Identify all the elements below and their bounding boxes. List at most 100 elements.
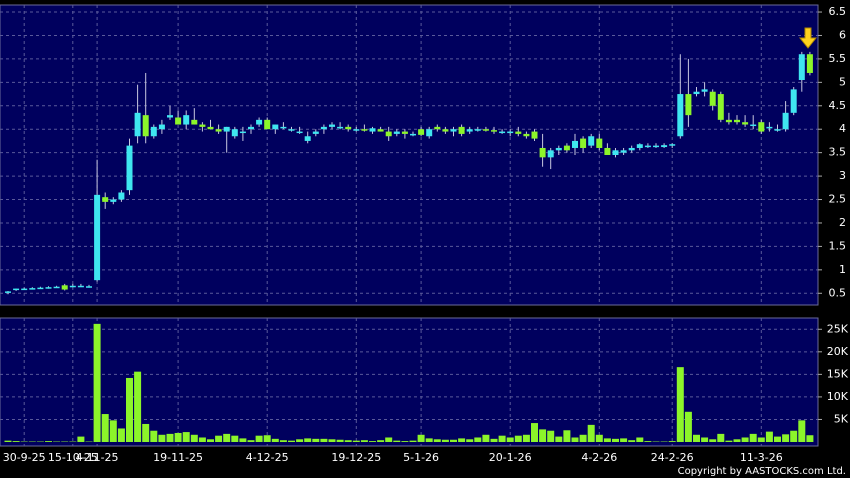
volume-bar xyxy=(725,440,733,442)
candle-body xyxy=(539,147,546,158)
volume-bar xyxy=(782,434,790,442)
volume-bar xyxy=(150,430,158,442)
y-tick-label: 3.5 xyxy=(829,146,847,159)
x-tick-label: 11-3-26 xyxy=(740,451,783,464)
y-tick-label: 25K xyxy=(827,322,849,335)
volume-bar xyxy=(417,434,425,442)
volume-bar xyxy=(579,434,587,442)
candle-body xyxy=(507,131,514,134)
candle-body xyxy=(175,117,182,125)
x-tick-label: 19-12-25 xyxy=(331,451,381,464)
volume-bar xyxy=(352,440,360,442)
candle-body xyxy=(21,288,28,291)
candle-body xyxy=(110,199,117,202)
candle-body xyxy=(491,130,497,132)
volume-bar xyxy=(636,437,644,442)
candle-body xyxy=(482,129,489,131)
volume-bar xyxy=(425,438,433,442)
candle-body xyxy=(418,129,425,135)
candle-body xyxy=(158,124,165,130)
volume-bar xyxy=(255,435,263,442)
candle-body xyxy=(790,89,797,113)
volume-bar xyxy=(757,437,765,442)
candle-body xyxy=(709,91,716,106)
candle-body xyxy=(361,129,368,131)
candle-body xyxy=(53,286,60,289)
candle-body xyxy=(515,131,522,134)
candle-body xyxy=(150,126,157,137)
volume-bar xyxy=(790,430,798,442)
candle-body xyxy=(223,126,230,132)
candle-body xyxy=(61,285,68,290)
volume-bar xyxy=(393,440,401,442)
y-tick-label: 1 xyxy=(839,263,846,276)
candle-body xyxy=(531,131,538,139)
volume-bar xyxy=(174,432,182,442)
volume-bar xyxy=(320,438,328,442)
candle-body xyxy=(523,133,530,137)
volume-bar xyxy=(563,430,571,442)
candle-body xyxy=(725,119,732,123)
candle-body xyxy=(734,119,740,123)
volume-bar xyxy=(522,434,530,442)
volume-bar xyxy=(109,420,117,442)
candle-body xyxy=(636,144,643,148)
x-tick-label: 4-11-25 xyxy=(76,451,119,464)
candle-body xyxy=(434,126,441,130)
candle-body xyxy=(45,287,52,289)
candle-body xyxy=(766,126,773,129)
y-tick-label: 2.5 xyxy=(829,193,847,206)
candle-body xyxy=(499,131,506,134)
y-tick-label: 4 xyxy=(839,122,846,135)
y-tick-label: 5 xyxy=(839,75,846,88)
volume-bar xyxy=(263,435,271,442)
volume-bar xyxy=(595,434,603,442)
candle-body xyxy=(231,129,238,137)
candle-body xyxy=(29,288,36,290)
volume-bar xyxy=(684,411,692,442)
candle-body xyxy=(685,94,692,116)
volume-bar xyxy=(668,441,676,442)
volume-bar xyxy=(198,437,206,442)
candle-body xyxy=(450,129,457,132)
volume-bar xyxy=(239,438,247,442)
volume-bar xyxy=(409,440,417,442)
volume-bar xyxy=(401,441,409,442)
volume-bar xyxy=(377,440,385,442)
volume-bar xyxy=(4,440,12,442)
volume-bar xyxy=(385,437,393,442)
candle-body xyxy=(353,129,360,131)
volume-bar xyxy=(77,436,85,442)
candle-body xyxy=(296,131,303,134)
candle-body xyxy=(37,287,44,290)
candle-body xyxy=(798,54,805,80)
candle-body xyxy=(782,112,789,130)
volume-bar xyxy=(514,435,522,442)
volume-bar xyxy=(142,423,150,442)
candle-body xyxy=(312,131,319,134)
volume-bar xyxy=(531,423,538,442)
volume-bar xyxy=(336,439,344,442)
y-tick-label: 5K xyxy=(834,412,849,425)
x-tick-label: 30-9-25 xyxy=(3,451,46,464)
volume-bar xyxy=(547,430,555,442)
price-panel xyxy=(0,4,819,306)
volume-bar xyxy=(749,433,757,442)
copyright: Copyright by AASTOCKS.com Ltd. xyxy=(678,466,846,477)
y-tick-label: 5.5 xyxy=(829,52,847,65)
volume-bar xyxy=(312,438,320,442)
candle-body xyxy=(142,115,149,137)
volume-bar xyxy=(587,424,595,442)
volume-bar xyxy=(774,436,781,442)
candle-body xyxy=(474,129,481,131)
candle-body xyxy=(102,197,109,202)
x-tick-label: 20-1-26 xyxy=(489,451,532,464)
volume-bar xyxy=(498,435,506,442)
candle-body xyxy=(442,129,449,132)
candle-body xyxy=(215,129,222,132)
plot-layer: 0.5 1 1.5 2 2.5 3 3.5 4 4.5 5 5.5 6 6.5 5K 10K 15K 20K 25… xyxy=(0,5,849,464)
candle-body xyxy=(369,128,376,132)
volume-bar xyxy=(117,428,125,442)
candle-body xyxy=(337,126,344,129)
